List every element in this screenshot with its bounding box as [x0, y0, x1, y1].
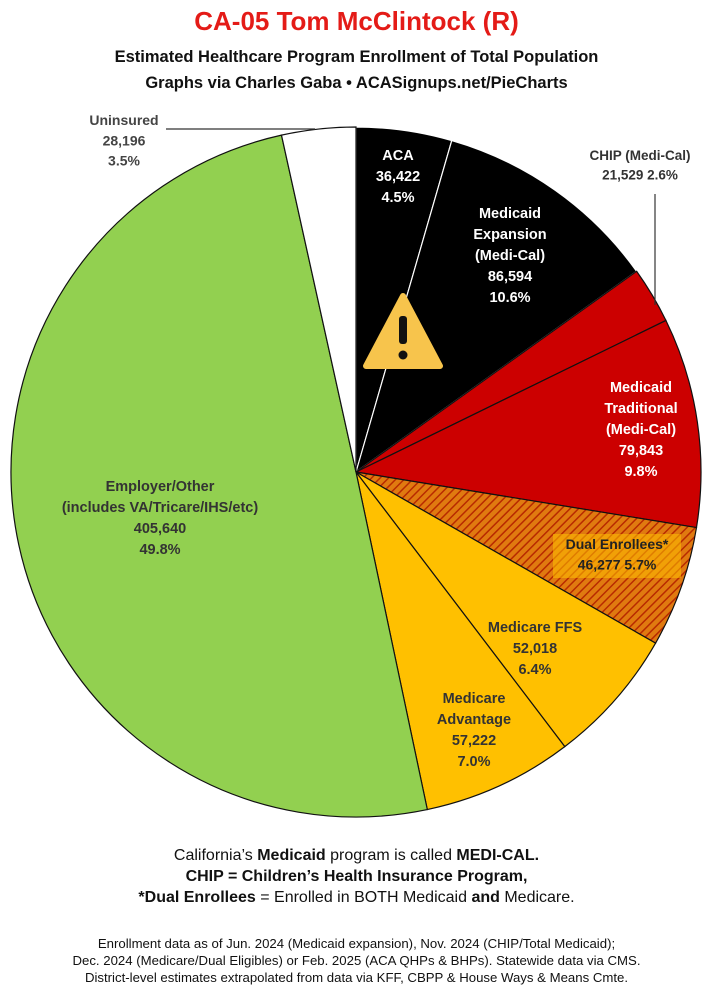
- warning-triangle-icon: [363, 293, 443, 369]
- source-note: Dec. 2024 (Medicare/Dual Eligibles) or F…: [72, 953, 641, 968]
- slice-label-medicare_advantage: Medicare Advantage 57,222 7.0%: [437, 691, 511, 770]
- warning-mark-dot: [398, 350, 408, 360]
- source-note: District-level estimates extrapolated fr…: [84, 970, 629, 985]
- slice-label-chip: CHIP (Medi-Cal) 21,529 2.6%: [589, 148, 690, 183]
- slice-label-medicaid_traditional: Medicaid Traditional (Medi-Cal) 79,843 9.8%: [604, 380, 677, 480]
- footnote-dual: *Dual Enrollees = Enrolled in BOTH Medic…: [138, 889, 575, 906]
- footnote-medi-cal: California’s Medicaid program is called …: [173, 847, 540, 864]
- chart-title: CA-05 Tom McClintock (R): [194, 6, 519, 36]
- pie-slice-medicare_advantage: [355, 471, 566, 811]
- warning-mark-bar: [399, 316, 407, 344]
- pie-slice-employer: [10, 134, 429, 818]
- pie-slice-medicare_ffs: [355, 471, 657, 748]
- slice-label-medicare_ffs: Medicare FFS 52,018 6.4%: [488, 620, 583, 678]
- pie-slice-uninsured: [280, 126, 357, 473]
- slice-label-dual: Dual Enrollees* 46,277 5.7%: [566, 536, 669, 572]
- slice-label-employer: Employer/Other (includes VA/Tricare/IHS/e…: [62, 479, 259, 558]
- source-note: Enrollment data as of Jun. 2024 (Medicai…: [97, 936, 616, 951]
- label-box-dual: [553, 534, 681, 578]
- chart-subtitle: Estimated Healthcare Program Enrollment …: [114, 48, 599, 66]
- chart-credit: Graphs via Charles Gaba • ACASignups.net…: [145, 74, 568, 92]
- slice-label-uninsured: Uninsured 28,196 3.5%: [89, 112, 158, 169]
- pie-slice-medicaid_traditional: [354, 319, 702, 529]
- pie-slice-medicaid_expansion: [354, 139, 638, 474]
- footnote-chip: CHIP = Children’s Health Insurance Progr…: [185, 868, 528, 885]
- slice-label-medicaid_expansion: Medicaid Expansion (Medi-Cal) 86,594 10.6%: [473, 206, 546, 306]
- slice-label-aca: ACA 36,422 4.5%: [376, 148, 420, 206]
